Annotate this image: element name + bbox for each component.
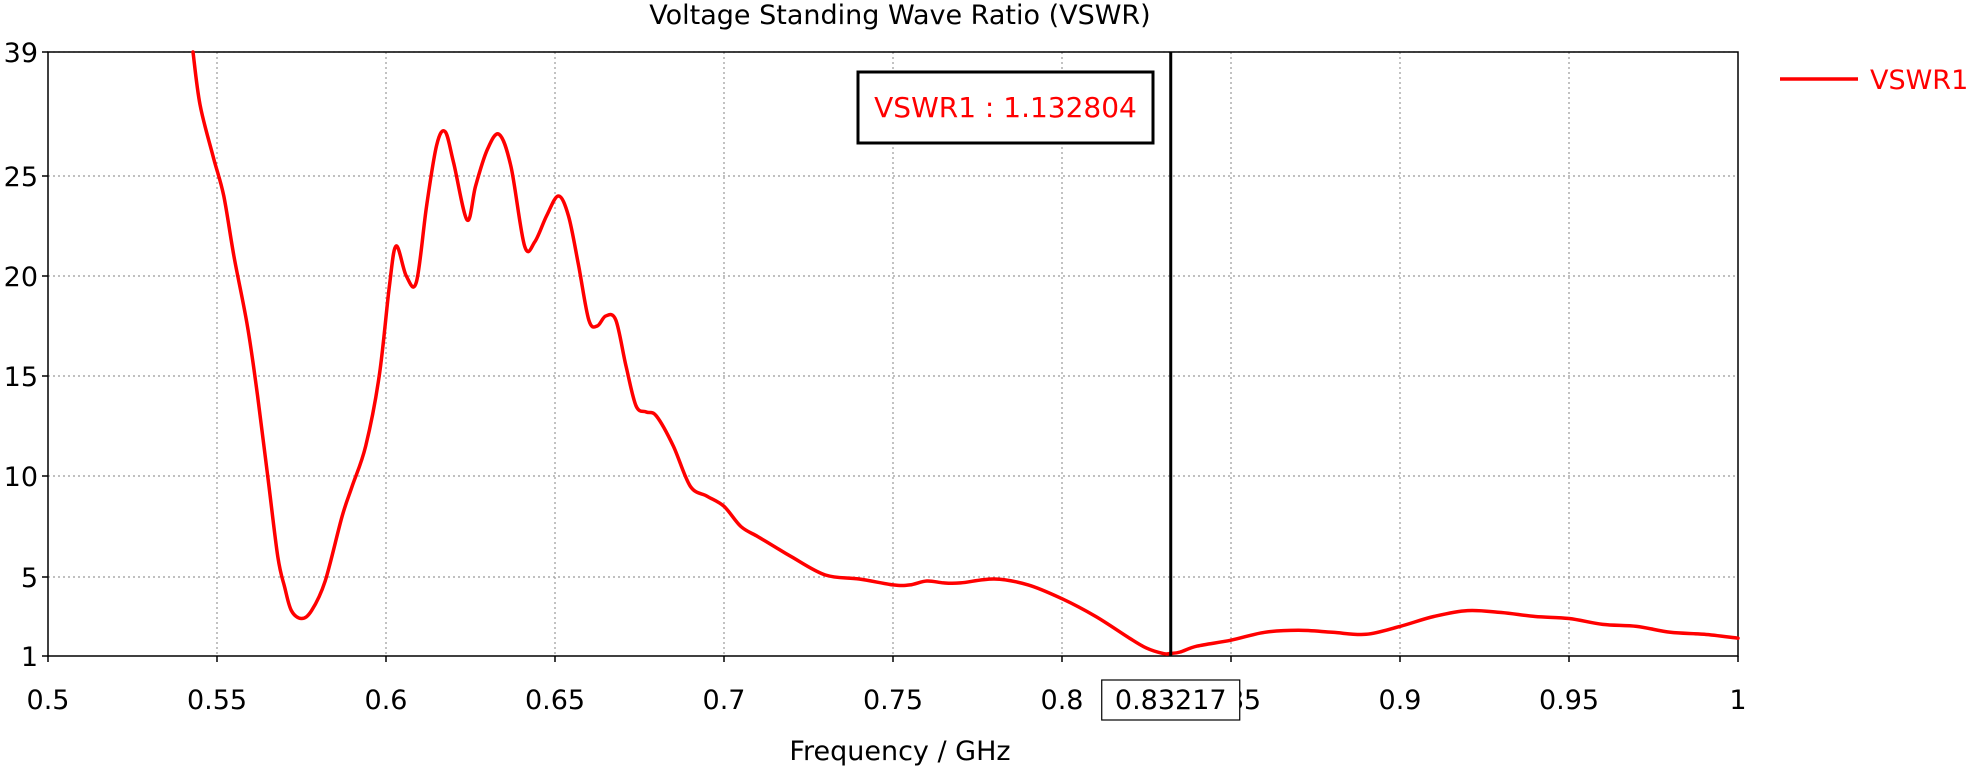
x-axis-ticks: 0.50.550.60.650.70.750.80.850.90.951: [27, 656, 1747, 716]
y-tick-label: 39: [4, 38, 38, 69]
x-tick-label: 0.9: [1379, 685, 1422, 716]
x-tick-label: 1: [1729, 685, 1746, 716]
x-tick-label: 0.8: [1041, 685, 1084, 716]
x-tick-label: 0.75: [863, 685, 923, 716]
y-tick-label: 1: [21, 642, 38, 673]
y-tick-label: 25: [4, 162, 38, 193]
y-tick-label: 20: [4, 262, 38, 293]
x-tick-label: 0.95: [1539, 685, 1599, 716]
y-tick-label: 5: [21, 563, 38, 594]
legend-label-vswr1: VSWR1: [1870, 65, 1968, 96]
series-line-vswr1: [191, 50, 1740, 656]
x-tick-label: 0.7: [703, 685, 746, 716]
y-tick-label: 10: [4, 462, 38, 493]
marker-x-label: 0.83217: [1101, 679, 1241, 721]
x-tick-label: 0.5: [27, 685, 70, 716]
x-tick-label: 0.6: [365, 685, 408, 716]
y-tick-label: 15: [4, 362, 38, 393]
chart-title: Voltage Standing Wave Ratio (VSWR): [649, 0, 1150, 31]
marker-readout-text: VSWR1 : 1.132804: [874, 91, 1137, 124]
legend: VSWR1: [1780, 65, 1968, 96]
x-tick-label: 0.65: [525, 685, 585, 716]
x-tick-label: 0.55: [187, 685, 247, 716]
x-axis-label: Frequency / GHz: [789, 736, 1010, 767]
marker-x-value: 0.83217: [1115, 685, 1227, 716]
marker-readout: VSWR1 : 1.132804: [856, 70, 1155, 145]
